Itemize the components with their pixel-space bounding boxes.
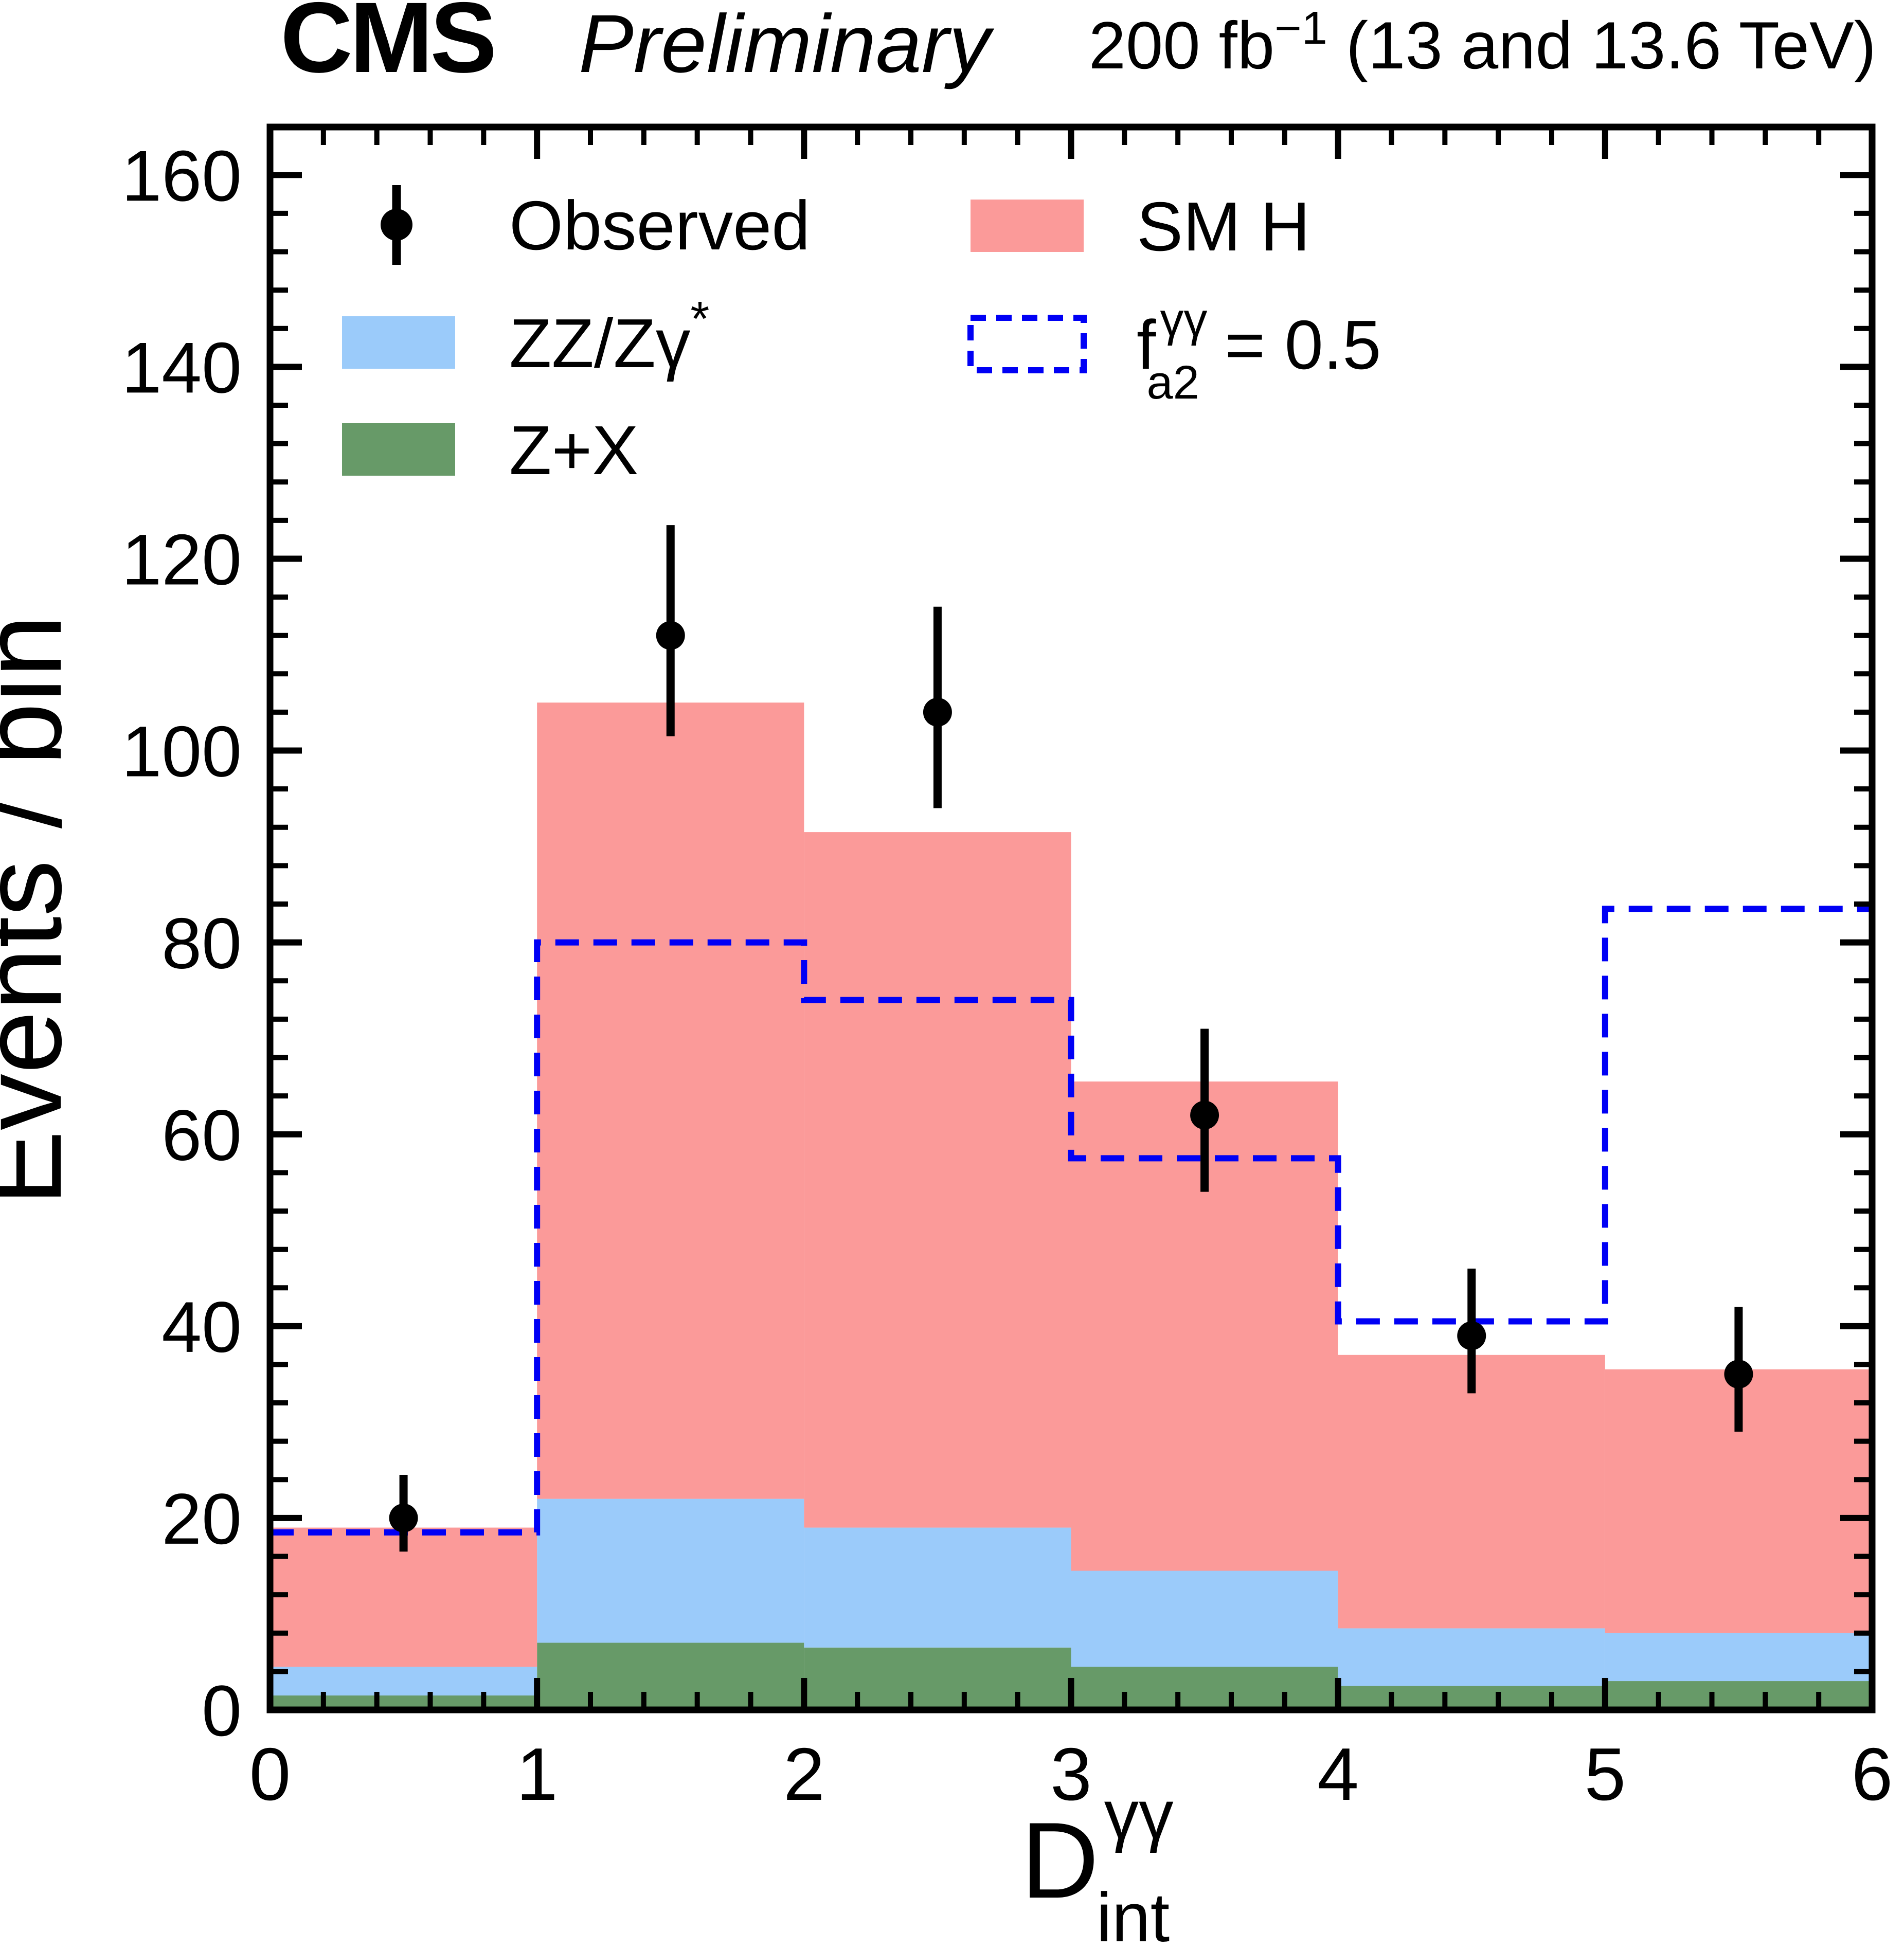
- y-tick-label: 160: [121, 135, 242, 216]
- fa2-step-line: [270, 906, 1872, 1536]
- y-tick-label: 140: [121, 327, 242, 408]
- x-axis-title: Dγγ int: [1021, 1776, 1174, 1949]
- legend-smh-swatch: [971, 200, 1084, 252]
- bar-segment-zx: [1338, 1686, 1605, 1710]
- bar-segment-zx: [1071, 1667, 1338, 1710]
- bar-segment-zz: [804, 1527, 1071, 1648]
- y-tick-label: 60: [161, 1095, 242, 1176]
- y-tick-label: 120: [121, 519, 242, 600]
- bar-segment-zx: [537, 1643, 804, 1710]
- y-tick-label: 100: [121, 711, 242, 792]
- observed-point: [923, 697, 952, 727]
- legend-zx-swatch: [342, 423, 455, 476]
- lumi-label: 200 fb−1 (13 and 13.6 TeV): [1089, 3, 1876, 83]
- y-tick-label: 0: [202, 1670, 242, 1751]
- bar-segment-sm_h: [537, 702, 804, 1499]
- legend-zx-label: Z+X: [509, 411, 638, 489]
- bar-segment-zx: [804, 1647, 1071, 1710]
- x-tick-label: 5: [1585, 1733, 1626, 1816]
- preliminary-label: Preliminary: [579, 0, 995, 89]
- legend-smh-label: SM H: [1137, 188, 1310, 265]
- bar-segment-zx: [1605, 1681, 1872, 1710]
- y-tick-label: 20: [161, 1478, 242, 1559]
- x-tick-label: 4: [1317, 1733, 1359, 1816]
- x-tick-label: 3: [1050, 1733, 1092, 1816]
- bar-segment-sm_h: [1338, 1355, 1605, 1629]
- observed-point: [656, 621, 685, 650]
- x-tick-label: 6: [1852, 1733, 1893, 1816]
- observed-point: [1457, 1321, 1486, 1350]
- y-tick-label: 80: [161, 903, 242, 984]
- cms-label: CMS: [280, 0, 494, 94]
- legend-fa2-label: fγγ a2 = 0.5: [1137, 294, 1381, 409]
- bar-segment-zz: [1071, 1571, 1338, 1667]
- observed-point: [1724, 1360, 1753, 1389]
- legend-zz-swatch: [342, 316, 455, 369]
- x-tick-label: 2: [783, 1733, 825, 1816]
- legend-fa2-swatch: [967, 315, 1087, 373]
- y-axis-title: Events / bin: [0, 615, 85, 1206]
- x-tick-label: 1: [516, 1733, 558, 1816]
- bar-segment-zz: [1338, 1628, 1605, 1686]
- legend-observed-marker-dot: [381, 209, 412, 241]
- observed-point: [1190, 1100, 1219, 1130]
- legend-zz-label: ZZ/Zγ*: [509, 292, 709, 382]
- legend-observed-label: Observed: [509, 187, 810, 264]
- bar-segment-zz: [1605, 1633, 1872, 1682]
- y-tick-label: 40: [161, 1287, 242, 1367]
- bar-segment-zz: [270, 1667, 537, 1696]
- bar-segment-sm_h: [804, 832, 1071, 1528]
- bar-segment-zz: [537, 1499, 804, 1643]
- observed-point: [389, 1503, 418, 1532]
- x-tick-label: 0: [249, 1733, 291, 1816]
